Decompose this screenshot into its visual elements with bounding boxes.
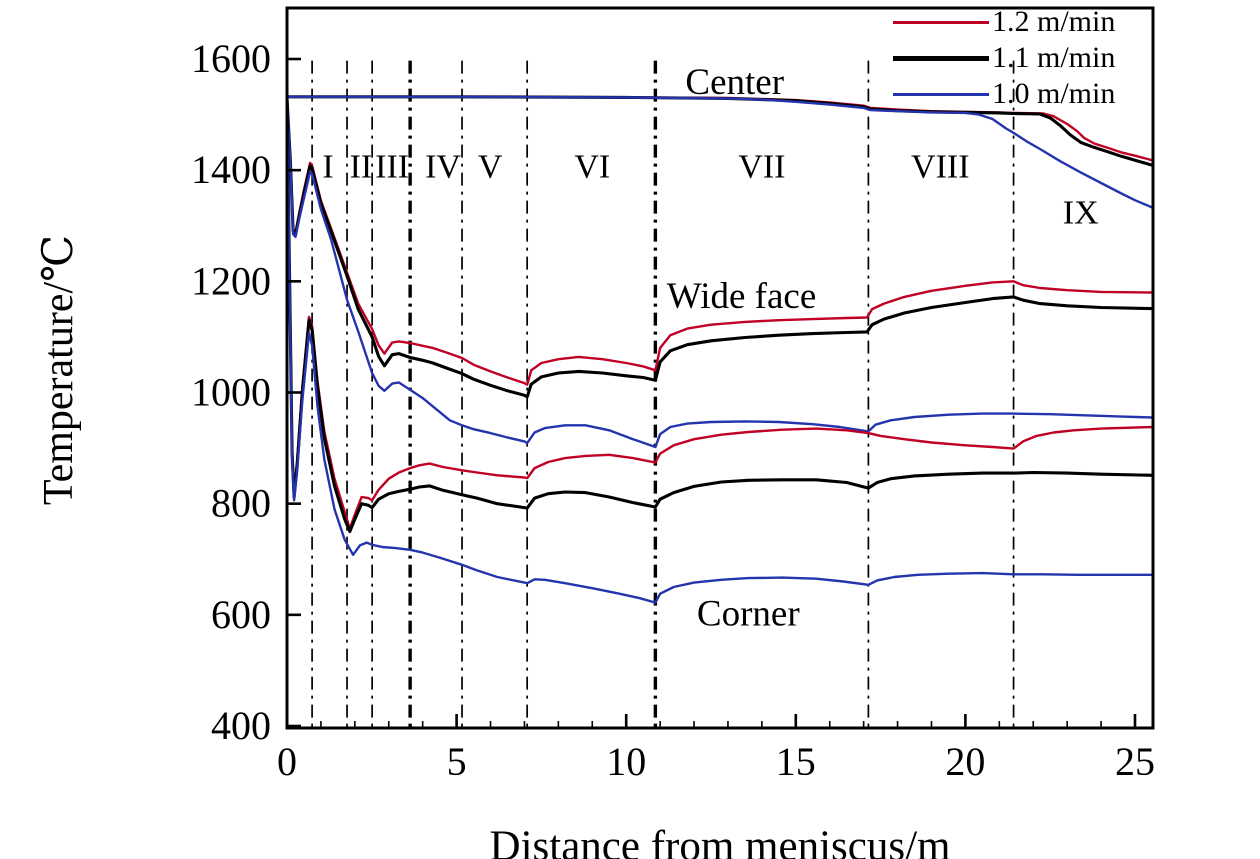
y-tick-label-400: 400 [211,703,271,748]
zone-label-I: I [322,149,333,186]
legend: 1.2 m/min 1.1 m/min 1.0 m/min [893,4,1115,112]
annotation-center: Center [685,62,784,103]
y-tick-label-1000: 1000 [191,370,271,415]
curve-wide-face-1.0 [287,97,1153,449]
zone-label-VIII: VIII [911,149,970,186]
legend-row-1.1: 1.1 m/min [893,40,1115,76]
zone-label-IV: IV [425,149,461,186]
legend-row-1.0: 1.0 m/min [893,76,1115,112]
y-tick-label-1600: 1600 [191,36,271,81]
y-tick-label-800: 800 [211,481,271,526]
x-tick-label-5: 5 [447,739,467,784]
x-tick-label-25: 25 [1115,739,1155,784]
zone-label-III: III [375,149,409,186]
curve-wide-face-1.1 [287,97,1153,399]
legend-label-1.2: 1.2 m/min [992,5,1116,38]
y-axis-title: Temperature/℃ [36,234,82,506]
x-tick-label-20: 20 [945,739,985,784]
x-axis-title: Distance from meniscus/m [489,823,951,859]
zone-label-VI: VI [574,149,610,186]
x-tick-label-10: 10 [606,739,646,784]
curve-wide-face-1.2 [287,97,1153,386]
curve-corner-1.0 [287,97,1153,604]
legend-line-sample-1.1 [893,55,989,61]
y-tick-label-600: 600 [211,592,271,637]
y-tick-label-1200: 1200 [191,258,271,303]
zone-label-V: V [478,149,503,186]
legend-row-1.2: 1.2 m/min [893,4,1115,40]
zone-label-IX: IX [1063,194,1099,231]
x-tick-label-0: 0 [277,739,297,784]
y-tick-label-1400: 1400 [191,147,271,192]
axis-frame [285,6,1155,730]
annotation-wide-face: Wide face [667,276,816,317]
curve-corner-1.1 [287,97,1153,534]
annotation-corner: Corner [697,594,800,635]
legend-line-sample-1.2 [893,20,989,24]
legend-label-1.1: 1.1 m/min [992,41,1116,74]
legend-label-1.0: 1.0 m/min [992,77,1116,110]
x-tick-label-15: 15 [776,739,816,784]
zone-label-VII: VII [738,149,785,186]
legend-line-sample-1.0 [893,92,989,96]
curve-center-1.0 [287,95,1153,209]
zone-label-II: II [350,149,373,186]
